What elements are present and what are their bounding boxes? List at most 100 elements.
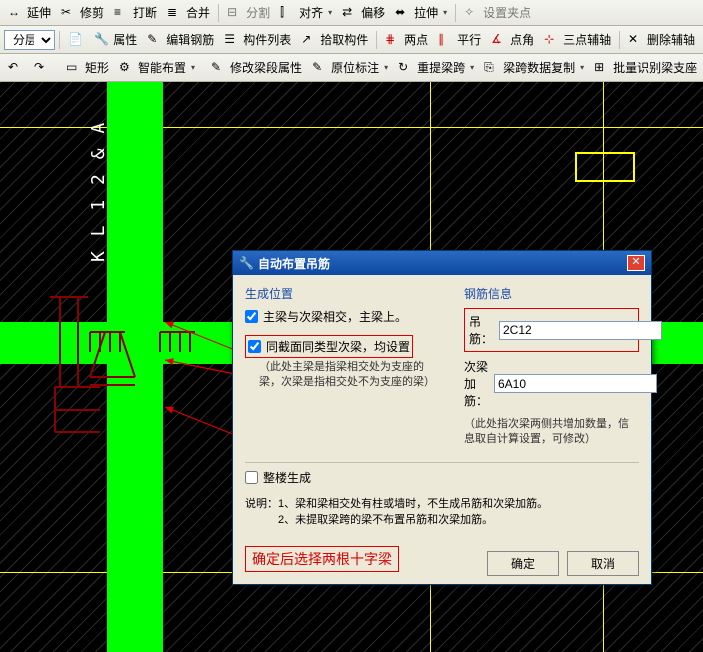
angle-icon: ∡ (491, 32, 507, 48)
note-secbeam: （此处指次梁两侧共增加数量，信息取自计算设置，可修改） (464, 417, 639, 448)
close-button[interactable]: ✕ (627, 255, 645, 271)
samesection-checkbox[interactable] (248, 340, 261, 353)
rect-label: 矩形 (85, 59, 109, 76)
separator (218, 4, 219, 22)
trim-label: 修剪 (80, 4, 104, 21)
property-label: 属性 (113, 31, 137, 48)
reset-icon: ↻ (398, 60, 414, 76)
toolbar-beam: ↶ ↷ ▭矩形 ⚙智能布置▾ ✎修改梁段属性 ✎原位标注▾ ↻重提梁跨▾ ⎘梁跨… (0, 54, 703, 82)
document-button[interactable]: 📄 (64, 30, 88, 50)
smartplace-label: 智能布置 (138, 59, 186, 76)
editrebar-label: 编辑钢筋 (166, 31, 214, 48)
dropdown-icon: ▾ (443, 8, 447, 17)
editrebar-button[interactable]: ✎编辑钢筋 (143, 29, 218, 50)
mainbeam-check-label: 主梁与次梁相交，主梁上。 (263, 308, 407, 325)
rebar-icon: ✎ (147, 32, 163, 48)
dropdown-icon: ▾ (328, 8, 332, 17)
parallel-icon: ∥ (438, 32, 454, 48)
batchidentify-button[interactable]: ⊞批量识别梁支座 (590, 57, 701, 78)
merge-button[interactable]: ≣合并 (163, 2, 214, 23)
smart-icon: ⚙ (119, 60, 135, 76)
deleteaxis-button[interactable]: ✕删除辅轴 (624, 29, 699, 50)
redo-button[interactable]: ↷ (30, 58, 54, 78)
twopoint-icon: ⋕ (385, 32, 401, 48)
dropdown-icon: ▾ (580, 63, 584, 72)
annotate-icon: ✎ (312, 60, 328, 76)
rect-button[interactable]: ▭矩形 (62, 57, 113, 78)
column-marker (575, 152, 635, 182)
copy-icon: ⎘ (484, 60, 500, 76)
genpos-label: 生成位置 (245, 285, 444, 302)
undo-button[interactable]: ↶ (4, 58, 28, 78)
dialog-titlebar[interactable]: 🔧自动布置吊筋 ✕ (233, 251, 651, 275)
extend-button[interactable]: ↔延伸 (4, 2, 55, 23)
rebar-info-section: 钢筋信息 吊筋： 次梁加筋： （此处指次梁两侧共增加数量，信息取自计算设置，可修… (464, 285, 639, 456)
resetbeamspan-label: 重提梁跨 (417, 59, 465, 76)
offset-label: 偏移 (361, 4, 385, 21)
parallel-label: 平行 (457, 31, 481, 48)
separator (376, 31, 377, 49)
ok-button[interactable]: 确定 (487, 551, 559, 576)
trim-icon: ✂ (61, 5, 77, 21)
hangrebar-input[interactable] (499, 321, 662, 340)
wholefloor-checkbox[interactable] (245, 471, 258, 484)
smartplace-button[interactable]: ⚙智能布置 ▾ (115, 57, 199, 78)
picker-icon: ↗ (301, 32, 317, 48)
modifybeamseg-label: 修改梁段属性 (230, 59, 302, 76)
inplaceannotate-label: 原位标注 (331, 59, 379, 76)
stretch-icon: ⬌ (395, 5, 411, 21)
offset-icon: ⇄ (342, 5, 358, 21)
parallel-button[interactable]: ∥平行 (434, 29, 485, 50)
wholefloor-check-label: 整楼生成 (263, 469, 311, 486)
dropdown-icon: ▾ (191, 63, 195, 72)
resetbeamspan-button[interactable]: ↻重提梁跨▾ (394, 57, 478, 78)
inplaceannotate-button[interactable]: ✎原位标注 ▾ (308, 57, 392, 78)
beam-vertical (107, 82, 163, 652)
align-button[interactable]: ⫿对齐 ▾ (276, 2, 336, 23)
pointangle-button[interactable]: ∡点角 (487, 29, 538, 50)
layer-select[interactable]: 分层1 (4, 30, 55, 50)
note-main-secondary: （此处主梁是指梁相交处为支座的梁，次梁是指相交处不为支座的梁） (259, 360, 444, 391)
secbeamrebar-input[interactable] (494, 374, 657, 393)
setgrip-button[interactable]: ✧设置夹点 (460, 2, 535, 23)
merge-icon: ≣ (167, 5, 183, 21)
break-icon: ≡ (114, 5, 130, 21)
secbeamrebar-label: 次梁加筋： (464, 358, 488, 409)
rebarinfo-label: 钢筋信息 (464, 285, 639, 302)
rect-icon: ▭ (66, 60, 82, 76)
setgrip-label: 设置夹点 (483, 4, 531, 21)
align-label: 对齐 (299, 4, 323, 21)
dialog-body: 生成位置 主梁与次梁相交，主梁上。 同截面同类型次梁，均设置 （此处主梁是指梁相… (233, 275, 651, 584)
break-button[interactable]: ≡打断 (110, 2, 161, 23)
cancel-button[interactable]: 取消 (567, 551, 639, 576)
modify-icon: ✎ (211, 60, 227, 76)
beamspandatacopy-button[interactable]: ⎘梁跨数据复制▾ (480, 57, 588, 78)
align-icon: ⫿ (280, 5, 296, 21)
extend-label: 延伸 (27, 4, 51, 21)
property-icon: 🔧 (94, 32, 110, 48)
property-button[interactable]: 🔧属性 (90, 29, 141, 50)
auto-place-hangrebar-dialog: 🔧自动布置吊筋 ✕ 生成位置 主梁与次梁相交，主梁上。 同截面同类型次梁，均设置… (232, 250, 652, 585)
list-icon: ☰ (224, 32, 240, 48)
componentlist-button[interactable]: ☰构件列表 (220, 29, 295, 50)
undo-icon: ↶ (8, 60, 24, 76)
trim-button[interactable]: ✂修剪 (57, 2, 108, 23)
pickcomponent-button[interactable]: ↗拾取构件 (297, 29, 372, 50)
offset-button[interactable]: ⇄偏移 (338, 2, 389, 23)
merge-label: 合并 (186, 4, 210, 21)
twopoint-button[interactable]: ⋕两点 (381, 29, 432, 50)
stretch-button[interactable]: ⬌拉伸 ▾ (391, 2, 451, 23)
mainbeam-checkbox[interactable] (245, 310, 258, 323)
generate-position-section: 生成位置 主梁与次梁相交，主梁上。 同截面同类型次梁，均设置 （此处主梁是指梁相… (245, 285, 444, 456)
redo-icon: ↷ (34, 60, 50, 76)
modifybeamseg-button[interactable]: ✎修改梁段属性 (207, 57, 306, 78)
threepointaxis-button[interactable]: ⊹三点辅轴 (540, 29, 615, 50)
deleteaxis-label: 删除辅轴 (647, 31, 695, 48)
toolbar-edit: ↔延伸 ✂修剪 ≡打断 ≣合并 ⊟分割 ⫿对齐 ▾ ⇄偏移 ⬌拉伸 ▾ ✧设置夹点 (0, 0, 703, 26)
dropdown-icon: ▾ (384, 63, 388, 72)
dialog-icon: 🔧 (239, 256, 254, 270)
hangrebar-label: 吊筋： (469, 313, 493, 347)
split-button[interactable]: ⊟分割 (223, 2, 274, 23)
batchidentify-label: 批量识别梁支座 (613, 59, 697, 76)
stretch-label: 拉伸 (414, 4, 438, 21)
